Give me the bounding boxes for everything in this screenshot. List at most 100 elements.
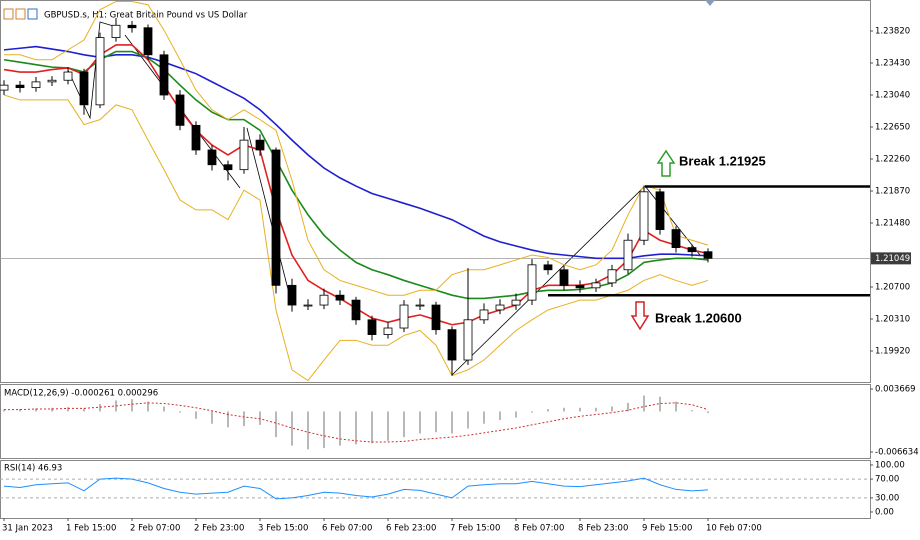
y-tick-label: 100.00 xyxy=(875,460,905,470)
macd-bar xyxy=(499,411,501,420)
macd-bar xyxy=(707,411,709,414)
candle-body xyxy=(319,294,329,306)
y-tick-label: 1.20310 xyxy=(875,314,910,324)
macd-bar xyxy=(547,408,549,412)
x-tick-label: 7 Feb 15:00 xyxy=(450,524,500,534)
candle-body xyxy=(15,84,25,89)
x-tick-label: 31 Jan 2023 xyxy=(2,524,53,534)
candle-body xyxy=(623,239,633,271)
price-plot xyxy=(0,0,870,382)
y-tick-label: 1.19920 xyxy=(875,346,910,356)
candle-body xyxy=(351,299,361,321)
macd-bar xyxy=(595,407,597,412)
macd-bar xyxy=(35,408,37,412)
candle-body xyxy=(0,84,9,91)
candle-body xyxy=(463,319,473,361)
chart-title: GBPUSD.s, H1: Great Britain Pound vs US … xyxy=(44,11,248,21)
macd-bar xyxy=(531,411,533,413)
candle-body xyxy=(79,71,89,106)
y-tick-label: 1.21870 xyxy=(875,187,910,197)
macd-bar xyxy=(259,411,261,425)
y-tick-label: 1.22650 xyxy=(875,123,910,133)
macd-bar xyxy=(419,411,421,434)
candle-body xyxy=(415,304,425,307)
x-tick-label: 9 Feb 15:00 xyxy=(642,524,692,534)
macd-bar xyxy=(403,411,405,438)
y-tick-label: 1.23430 xyxy=(875,59,910,69)
y-tick-label: 1.20700 xyxy=(875,282,910,292)
candle-body xyxy=(191,124,201,151)
panel-title: RSI(14) 46.93 xyxy=(4,464,62,474)
macd-bar xyxy=(483,411,485,424)
candle-body xyxy=(575,284,585,289)
macd-bar xyxy=(307,411,309,450)
macd-bar xyxy=(691,410,693,412)
macd-bar xyxy=(675,401,677,412)
candle-body xyxy=(255,139,265,151)
x-tick-label: 6 Feb 23:00 xyxy=(386,524,436,534)
candle-body xyxy=(479,309,489,321)
macd-bar xyxy=(195,411,197,419)
break-label: Break 1.20600 xyxy=(655,310,742,325)
candle-body xyxy=(287,284,297,306)
candle-body xyxy=(159,54,169,96)
x-tick-label: 2 Feb 23:00 xyxy=(194,524,244,534)
macd-bar xyxy=(19,408,21,412)
x-tick-label: 10 Feb 07:00 xyxy=(706,524,762,534)
y-tick-label: 30.00 xyxy=(875,493,899,503)
x-tick-label: 2 Feb 07:00 xyxy=(130,524,180,534)
candle-body xyxy=(639,191,649,241)
candle-body xyxy=(543,264,553,271)
indicator-line xyxy=(4,0,709,296)
y-tick-label: 1.21480 xyxy=(875,218,910,228)
rsi-line xyxy=(3,477,709,500)
macd-bar xyxy=(275,411,277,438)
candle-body xyxy=(447,329,457,361)
candle-body xyxy=(239,139,249,171)
y-tick-label: 0.003669 xyxy=(875,385,916,395)
macd-bar xyxy=(99,404,101,412)
candle-body xyxy=(143,27,153,56)
y-tick-label: 0.00 xyxy=(875,507,894,517)
candle-body xyxy=(367,319,377,335)
shift-marker xyxy=(705,0,715,6)
candle-body xyxy=(431,304,441,331)
y-tick-label: 70.00 xyxy=(875,475,899,485)
candle-body xyxy=(495,304,505,311)
candle-body xyxy=(223,164,233,171)
indicator-line xyxy=(3,50,709,300)
candle-body xyxy=(687,247,697,253)
candle-body xyxy=(111,24,121,38)
macd-bar xyxy=(579,407,581,412)
indicator-line xyxy=(3,94,709,382)
candle-body xyxy=(175,94,185,126)
candle-body xyxy=(271,149,281,286)
macd-bar xyxy=(51,407,53,412)
macd-bar xyxy=(355,411,357,445)
candle-body xyxy=(559,269,569,286)
candle-body xyxy=(303,304,313,307)
x-tick-label: 8 Feb 07:00 xyxy=(514,524,564,534)
candle-body xyxy=(95,37,105,106)
y-tick-label: 1.23040 xyxy=(875,91,910,101)
candle-body xyxy=(399,304,409,329)
macd-bar xyxy=(435,411,437,433)
macd-bar xyxy=(211,411,213,424)
macd-bar xyxy=(179,411,181,413)
current-price-tag xyxy=(871,252,911,265)
macd-bar xyxy=(147,401,149,412)
macd-bar xyxy=(563,407,565,412)
macd-bar xyxy=(515,411,517,418)
macd-bar xyxy=(627,402,629,412)
candle-body xyxy=(335,294,345,301)
y-tick-label: -0.006634 xyxy=(875,447,919,457)
macd-bar xyxy=(227,411,229,428)
macd-bar xyxy=(131,399,133,412)
candle-body xyxy=(511,299,521,306)
candle-body xyxy=(47,79,57,83)
x-tick-label: 8 Feb 23:00 xyxy=(578,524,628,534)
macd-bar xyxy=(451,411,453,434)
macd-bar xyxy=(339,411,341,446)
